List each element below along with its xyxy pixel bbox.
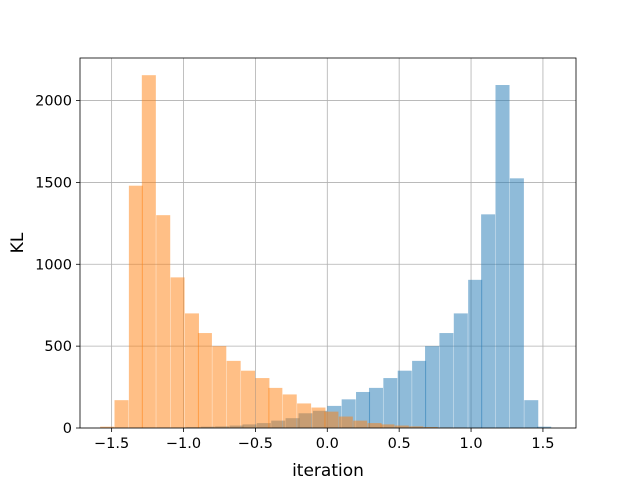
histogram-bar [212,346,226,428]
histogram-bar [468,280,482,428]
histogram-bar [439,333,453,428]
histogram-bar [241,371,255,428]
histogram-bar [115,400,129,428]
histogram-bar [369,388,383,428]
histogram-bar [398,371,412,428]
y-tick-label: 500 [44,339,72,355]
x-tick-label: −1.0 [166,436,201,452]
histogram-bar [142,75,156,428]
histogram-bar [255,378,269,428]
histogram-bar [454,313,468,428]
histogram-bar [171,277,185,428]
histogram-bar [524,400,538,428]
x-tick-label: 1.5 [531,436,554,452]
histogram-bar [311,408,325,428]
x-tick-label: 1.0 [460,436,483,452]
y-axis-label: KL [8,232,28,253]
histogram-bar [353,421,367,428]
histogram-bar [324,412,338,428]
y-tick-label: 1000 [35,257,72,273]
histogram-bar [412,361,426,428]
y-tick-label: 2000 [35,94,72,110]
x-tick-label: −1.5 [94,436,129,452]
x-tick-label: 0.0 [316,436,339,452]
histogram-bar [129,186,143,428]
x-tick-label: −0.5 [238,436,273,452]
histogram-bar [481,214,495,428]
x-axis-label: iteration [292,461,364,480]
histogram-bar [185,313,199,428]
histogram-bar [156,215,170,428]
histogram-bar [495,85,509,428]
histogram-bar [339,417,353,428]
histogram-bar [368,423,382,428]
histogram-bar [380,424,394,428]
histogram-bar [283,394,297,428]
y-tick-label: 1500 [35,175,72,191]
histogram-bar [268,388,282,428]
y-tick-label: 0 [63,421,72,437]
histogram-bar [198,333,212,428]
histogram-bar [425,346,439,428]
histogram-bar [227,361,241,428]
histogram-bar [297,403,311,428]
x-tick-label: 0.5 [388,436,411,452]
histogram-bar [510,178,524,428]
histogram-bar [383,378,397,428]
